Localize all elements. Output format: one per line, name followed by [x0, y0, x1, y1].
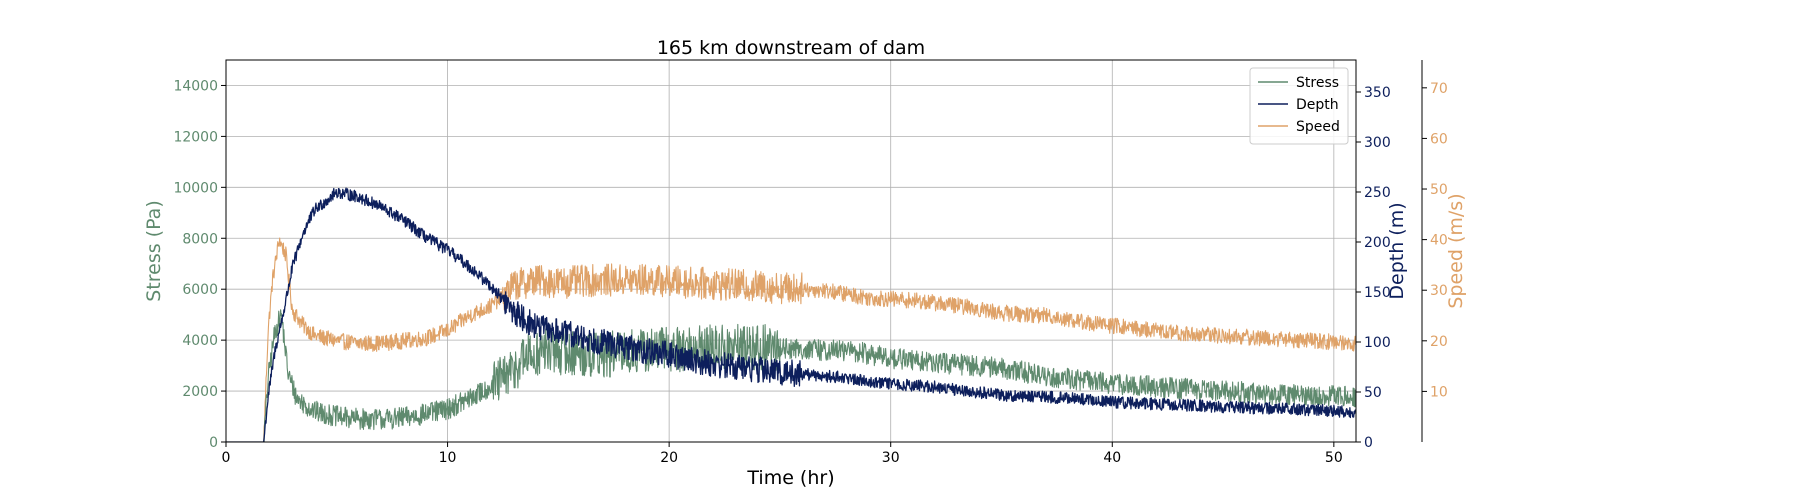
legend: Stress Depth Speed — [1249, 67, 1349, 145]
x-tick-label: 40 — [1103, 450, 1121, 466]
series-line-speed — [226, 237, 1356, 442]
speed-tick-label: 60 — [1430, 131, 1448, 147]
legend-label-speed: Speed — [1296, 119, 1340, 135]
speed-axis-title: Speed (m/s) — [1445, 193, 1467, 308]
legend-label-stress: Stress — [1296, 75, 1339, 91]
x-tick-label: 20 — [660, 450, 678, 466]
depth-tick-label: 50 — [1364, 385, 1382, 401]
speed-tick-label: 10 — [1430, 384, 1448, 400]
legend-box — [1249, 67, 1349, 145]
x-axis-title: Time (hr) — [746, 467, 834, 489]
stress-axis-title: Stress (Pa) — [143, 200, 165, 302]
axes-layer: 0 10 20 30 40 5002000400060008000100001200014… — [143, 60, 1467, 466]
series-line-stress — [226, 309, 1356, 442]
depth-tick-label: 150 — [1364, 285, 1391, 301]
chart-title: 165 km downstream of dam — [657, 37, 925, 59]
stress-tick-label: 10000 — [173, 180, 218, 196]
stress-tick-label: 0 — [209, 435, 218, 451]
speed-tick-label: 70 — [1430, 81, 1448, 97]
depth-tick-label: 200 — [1364, 235, 1391, 251]
speed-tick-label: 40 — [1430, 233, 1448, 249]
stress-tick-label: 6000 — [182, 282, 218, 298]
stress-tick-label: 2000 — [182, 384, 218, 400]
legend-label-depth: Depth — [1296, 97, 1339, 113]
plot-frame — [225, 59, 1357, 443]
depth-tick-label: 250 — [1364, 185, 1391, 201]
stress-tick-label: 4000 — [182, 333, 218, 349]
series-layer — [226, 187, 1356, 442]
depth-tick-label: 0 — [1364, 435, 1373, 451]
x-tick-label: 10 — [439, 450, 457, 466]
speed-tick-label: 20 — [1430, 334, 1448, 350]
stress-tick-label: 12000 — [173, 129, 218, 145]
series-line-depth — [226, 187, 1356, 442]
depth-tick-label: 350 — [1364, 85, 1391, 101]
speed-tick-label: 30 — [1430, 283, 1448, 299]
depth-tick-label: 300 — [1364, 135, 1391, 151]
stress-tick-label: 14000 — [173, 78, 218, 94]
x-tick-label: 0 — [222, 450, 231, 466]
x-tick-label: 50 — [1325, 450, 1343, 466]
stress-tick-label: 8000 — [182, 231, 218, 247]
depth-tick-label: 100 — [1364, 335, 1391, 351]
x-tick-label: 30 — [882, 450, 900, 466]
speed-tick-label: 50 — [1430, 182, 1448, 198]
depth-axis-title: Depth (m) — [1386, 202, 1408, 299]
